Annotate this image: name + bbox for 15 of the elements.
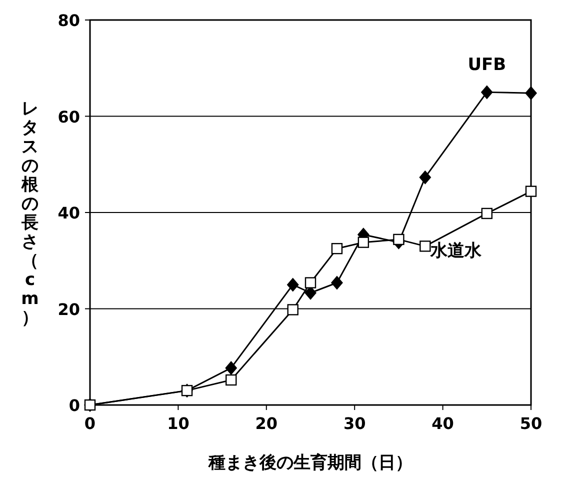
x-tick-label: 30 (343, 414, 366, 433)
text: レタスの根の長さ（cm） (21, 99, 39, 328)
x-tick-label: 10 (167, 414, 190, 433)
series-label: 水道水 (430, 241, 483, 262)
y-tick-label: 20 (58, 300, 80, 319)
x-tick-label: 20 (255, 414, 278, 433)
y-tick-label: 0 (68, 396, 80, 415)
series-label: UFB (468, 55, 506, 76)
x-tick-label: 0 (84, 414, 96, 433)
y-tick-label: 80 (58, 11, 80, 30)
x-tick-label: 50 (520, 414, 542, 433)
y-tick-label: 60 (58, 107, 80, 126)
x-axis-title: 種まき後の生育期間（日） (208, 452, 412, 473)
x-tick-label: 40 (432, 414, 454, 433)
y-tick-label: 40 (58, 204, 80, 222)
